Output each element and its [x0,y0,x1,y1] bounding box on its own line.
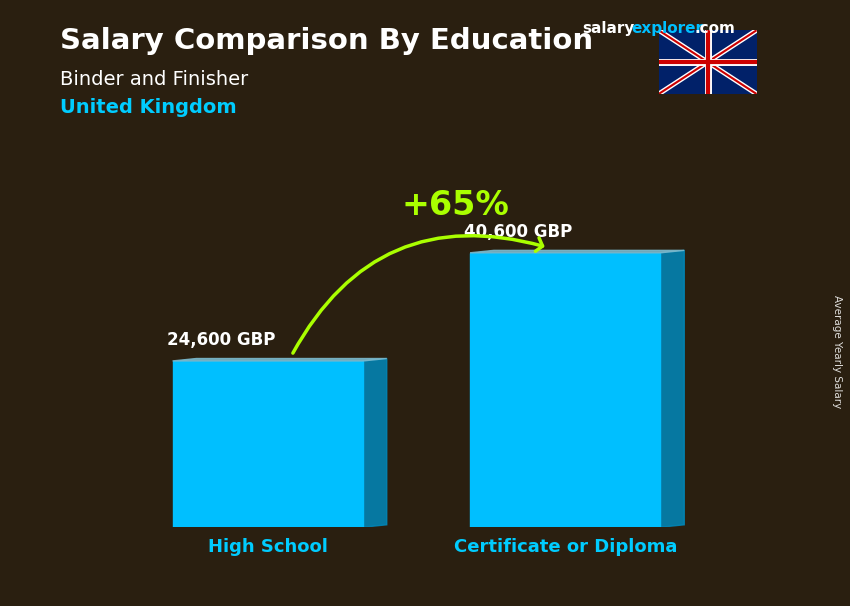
Text: .com: .com [694,21,735,36]
Polygon shape [363,359,387,527]
Text: 24,600 GBP: 24,600 GBP [167,331,275,349]
Polygon shape [173,359,387,361]
Bar [470,253,660,527]
Polygon shape [470,250,684,253]
Polygon shape [660,250,684,527]
Bar [173,361,363,527]
Text: Binder and Finisher: Binder and Finisher [60,70,247,88]
Text: United Kingdom: United Kingdom [60,98,236,117]
Text: 40,600 GBP: 40,600 GBP [464,222,572,241]
Text: +65%: +65% [401,189,509,222]
Text: Salary Comparison By Education: Salary Comparison By Education [60,27,592,55]
Text: salary: salary [582,21,635,36]
Text: explorer: explorer [632,21,704,36]
Text: Average Yearly Salary: Average Yearly Salary [832,295,842,408]
